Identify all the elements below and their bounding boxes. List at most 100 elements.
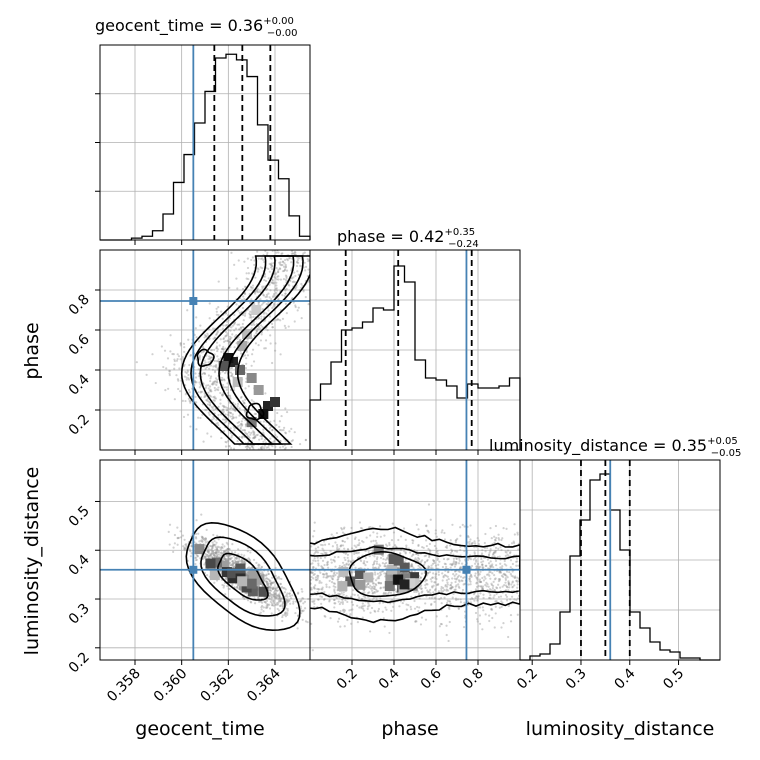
sample-point [412, 553, 415, 556]
sample-point [374, 582, 377, 586]
density-cell [270, 397, 280, 407]
sample-point [347, 563, 350, 567]
sample-point [233, 408, 236, 412]
sample-point [449, 539, 452, 542]
sample-point [206, 550, 209, 553]
sample-point [491, 553, 495, 556]
sample-point [295, 606, 298, 610]
sample-point [317, 574, 320, 578]
sample-point [490, 537, 493, 540]
sample-point [265, 580, 269, 584]
sample-point [429, 592, 432, 595]
sample-point [226, 320, 229, 323]
xtick-label-luminosity_distance-1: 0.3 [563, 666, 590, 693]
density-cell [221, 567, 232, 578]
xlabel-geocent-time: geocent_time [135, 718, 264, 740]
sample-point [249, 426, 253, 429]
sample-point [320, 607, 323, 611]
sample-point [488, 574, 491, 577]
sample-point [265, 302, 268, 306]
sample-point [425, 559, 429, 563]
sample-point [232, 566, 235, 569]
sample-point [369, 526, 372, 529]
sample-point [225, 388, 229, 391]
sample-point [478, 614, 482, 617]
sample-point [251, 446, 255, 449]
sample-point [476, 606, 480, 609]
sample-point [257, 600, 261, 603]
sample-point [377, 577, 381, 580]
sample-point [237, 553, 240, 556]
sample-point [480, 557, 483, 561]
sample-point [245, 592, 248, 595]
sample-point [474, 588, 478, 591]
sample-point [230, 374, 234, 377]
sample-point [424, 578, 428, 582]
sample-point [202, 557, 205, 560]
density-cell [241, 582, 252, 593]
sample-point [479, 580, 482, 583]
sample-point [349, 560, 352, 563]
sample-point [210, 553, 213, 556]
sample-point [260, 608, 263, 611]
sample-point [231, 434, 234, 437]
sample-point [265, 599, 269, 603]
sample-point [365, 536, 368, 539]
sample-point [277, 601, 280, 604]
sample-point [289, 279, 292, 283]
sample-point [233, 321, 236, 325]
sample-point [208, 401, 212, 404]
sample-point [190, 544, 193, 547]
sample-point [452, 573, 455, 576]
sample-point [297, 257, 301, 260]
sample-point [505, 570, 509, 573]
sample-point [177, 536, 181, 539]
sample-point [362, 609, 366, 612]
sample-point [346, 547, 350, 551]
sample-point [373, 590, 376, 594]
sample-point [271, 278, 274, 281]
sample-point [234, 551, 237, 554]
sample-point [377, 607, 381, 611]
sample-point [468, 577, 471, 580]
sample-point [199, 539, 203, 542]
sample-point [211, 550, 215, 553]
sample-point [208, 385, 212, 388]
sample-point [227, 319, 230, 322]
sample-point [292, 276, 295, 279]
sample-point [475, 581, 479, 584]
sample-point [451, 596, 454, 599]
sample-point [316, 277, 318, 279]
sample-point [265, 604, 268, 607]
sample-point [337, 600, 340, 603]
density-panel-geocent_time-luminosity_distance [95, 459, 311, 665]
sample-point [185, 378, 188, 381]
sample-point [459, 601, 462, 604]
sample-point [279, 604, 282, 607]
sample-point [260, 257, 263, 261]
sample-point [437, 573, 440, 576]
sample-point [212, 552, 215, 555]
sample-point [285, 603, 288, 606]
sample-point [275, 589, 278, 593]
sample-point [489, 526, 492, 530]
sample-point [224, 577, 228, 580]
sample-point [446, 589, 450, 592]
sample-point [374, 579, 378, 582]
sample-point [454, 563, 458, 566]
sample-point [196, 554, 199, 558]
sample-point [239, 422, 243, 426]
sample-point [271, 264, 274, 267]
sample-point [279, 599, 282, 602]
sample-point [213, 386, 216, 390]
sample-point [240, 420, 243, 423]
sample-point [232, 565, 235, 569]
sample-point [469, 538, 472, 541]
sample-point [284, 432, 288, 435]
sample-point [277, 251, 280, 254]
sample-point [323, 597, 326, 601]
sample-point [413, 599, 416, 603]
sample-point [187, 338, 190, 341]
sample-point [241, 399, 244, 403]
sample-point [340, 528, 344, 531]
